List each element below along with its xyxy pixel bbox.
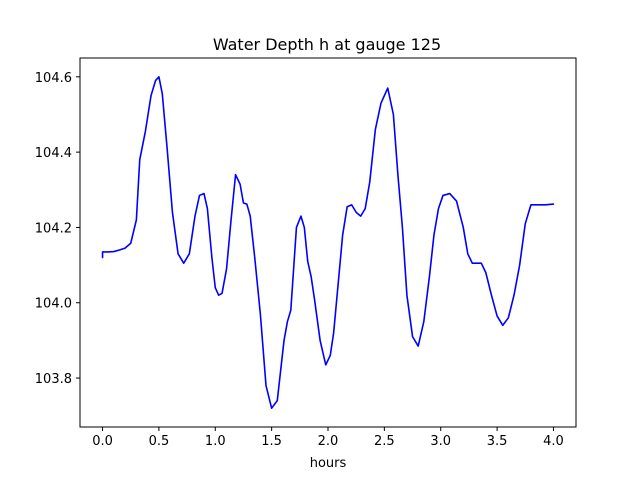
x-tick-label: 3.5 [487, 434, 508, 449]
plot-area [79, 57, 577, 428]
y-tick-label: 104.0 [35, 297, 72, 312]
x-tick-label: 1.5 [261, 434, 282, 449]
y-tick-label: 104.2 [35, 221, 72, 236]
y-tick-label: 104.4 [35, 146, 72, 161]
x-tick-label: 1.0 [205, 434, 226, 449]
plot-frame [79, 57, 577, 428]
x-tick-label: 0.0 [92, 434, 113, 449]
x-tick-label: 2.5 [374, 434, 395, 449]
x-tick-label: 2.0 [318, 434, 339, 449]
y-tick-label: 103.8 [35, 372, 72, 387]
x-axis-label: hours [310, 456, 347, 471]
y-axis: 103.8 104.0 104.2 104.4 104.6 [35, 71, 80, 387]
x-tick-label: 3.0 [430, 434, 451, 449]
series-line-0 [101, 76, 555, 409]
x-axis: 0.0 0.5 1.0 1.5 2.0 2.5 3.0 3.5 4.0 [92, 427, 564, 449]
chart-title: Water Depth h at gauge 125 [213, 35, 441, 54]
x-tick-label: 4.0 [543, 434, 564, 449]
x-tick-label: 0.5 [149, 434, 170, 449]
y-tick-label: 104.6 [35, 71, 72, 86]
